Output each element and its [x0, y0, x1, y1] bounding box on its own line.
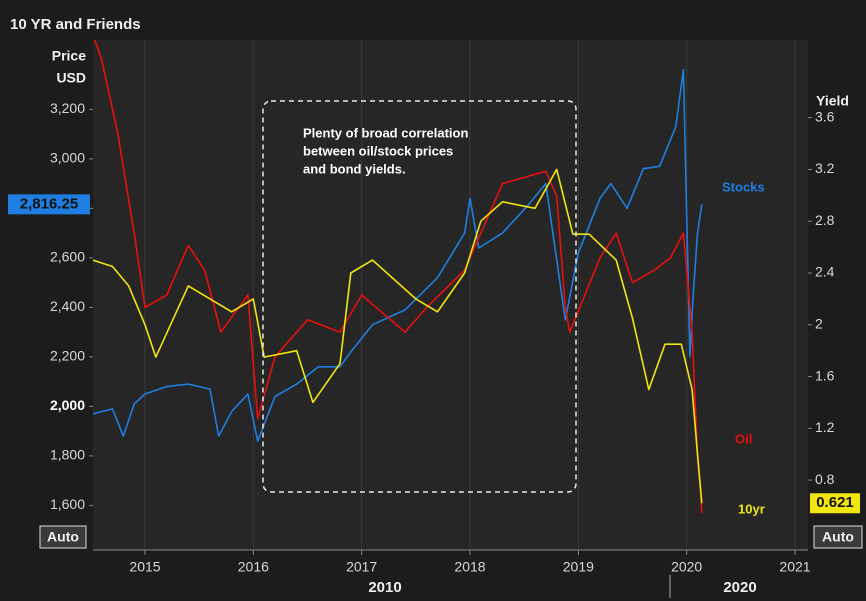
x-tick-label: 2021	[779, 559, 810, 575]
annotation: Plenty of broad correlation	[303, 125, 468, 140]
y2-tick-label: 3.2	[815, 160, 835, 176]
y-axis-title: Price	[52, 48, 86, 64]
series-label: Oil	[735, 431, 752, 446]
x-tick-label: 2018	[454, 559, 485, 575]
y2-tick-label: 0.8	[815, 471, 835, 487]
button[interactable]	[813, 525, 863, 549]
last-value-label: 2,816.25	[20, 195, 78, 212]
annotation: between oil/stock prices	[303, 143, 453, 158]
last-value-label: 0.621	[816, 494, 854, 511]
x-tick-label: 2016	[238, 559, 269, 575]
y2-tick-label: 1.6	[815, 367, 835, 383]
x-group-label: 2010	[368, 579, 401, 596]
x-group-label: 2020	[723, 579, 756, 596]
plot-area	[93, 40, 808, 550]
y2-axis-title: Yield	[816, 93, 849, 109]
y-tick-label: 3,200	[50, 100, 85, 116]
y-tick-label: 2,400	[50, 298, 85, 314]
y-tick-label: 3,000	[50, 150, 85, 166]
y-axis-title: USD	[56, 70, 86, 86]
series-line	[93, 40, 703, 513]
annotation-box	[262, 100, 577, 493]
chart-title: 10 YR and Friends	[10, 16, 141, 33]
y-tick-label: 2,600	[50, 249, 85, 265]
y-tick-label: 2,000	[50, 397, 85, 413]
y-tick-label: 1,800	[50, 447, 85, 463]
x-tick-label: 2019	[563, 559, 594, 575]
button-label[interactable]: Auto	[822, 529, 854, 545]
x-tick-label: 2017	[346, 559, 377, 575]
series-label: 10yr	[738, 501, 765, 516]
button-label[interactable]: Auto	[47, 529, 79, 545]
y-tick-label: 1,600	[50, 496, 85, 512]
annotation: and bond yields.	[303, 161, 406, 176]
last-value-badge	[8, 194, 90, 215]
x-tick-label: 2020	[671, 559, 702, 575]
series-line	[93, 168, 703, 504]
y2-tick-label: 2.8	[815, 212, 835, 228]
button[interactable]	[39, 525, 87, 549]
y2-tick-label: 3.6	[815, 108, 835, 124]
y2-tick-label: 1.2	[815, 419, 835, 435]
y-tick-label: 2,200	[50, 348, 85, 364]
series-label: Stocks	[722, 179, 765, 194]
last-value-badge	[810, 493, 860, 514]
x-tick-label: 2015	[129, 559, 160, 575]
series-line	[93, 68, 703, 442]
y2-tick-label: 2	[815, 315, 823, 331]
y2-tick-label: 2.4	[815, 264, 835, 280]
